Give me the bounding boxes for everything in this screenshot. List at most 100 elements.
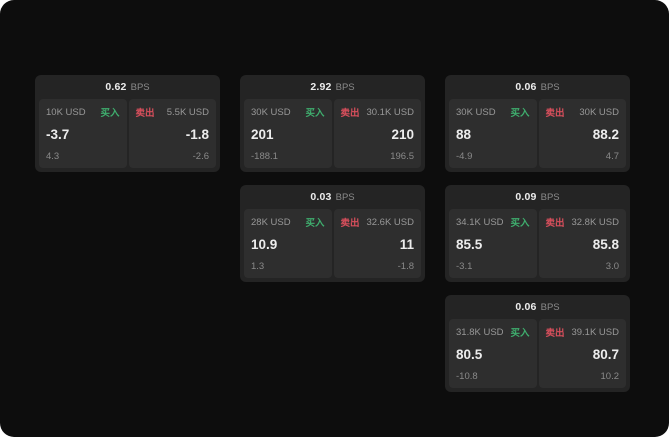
sell-side-label: 卖出 xyxy=(545,218,565,229)
sell-side-label: 卖出 xyxy=(340,108,360,119)
bps-unit-label: BPS xyxy=(335,191,355,203)
sell-panel-top: 卖出 32.6K USD xyxy=(340,215,415,230)
buy-size: 34.1K USD xyxy=(456,216,504,228)
bps-unit-label: BPS xyxy=(540,191,560,203)
sell-size: 39.1K USD xyxy=(571,326,619,338)
buy-delta: 1.3 xyxy=(251,261,265,272)
quote-panels: 10K USD 买入 -3.7 4.3 卖出 5.5K USD -1.8 -2.… xyxy=(35,99,220,172)
spread-value: 0.62 xyxy=(105,81,127,93)
buy-panel[interactable]: 30K USD 买入 201 -188.1 xyxy=(244,99,332,168)
sell-size: 32.6K USD xyxy=(366,216,414,228)
buy-side-label: 买入 xyxy=(510,328,530,339)
sell-side-label: 卖出 xyxy=(545,328,565,339)
bps-unit-label: BPS xyxy=(130,81,150,93)
sell-panel[interactable]: 卖出 30.1K USD 210 196.5 xyxy=(333,99,421,168)
buy-panel-top: 28K USD 买入 xyxy=(251,215,325,230)
sell-panel-top: 卖出 32.8K USD xyxy=(545,215,620,230)
spread-value: 0.06 xyxy=(515,301,537,313)
bps-unit-label: BPS xyxy=(540,301,560,313)
buy-size: 31.8K USD xyxy=(456,326,504,338)
sell-delta: 4.7 xyxy=(605,151,619,162)
quote-card: 0.09 BPS 34.1K USD 买入 85.5 -3.1 卖出 32.8K… xyxy=(445,185,630,282)
sell-size: 5.5K USD xyxy=(166,106,209,118)
buy-price: 201 xyxy=(251,126,274,142)
sell-price: 88.2 xyxy=(592,126,619,142)
buy-panel-top: 30K USD 买入 xyxy=(456,105,530,120)
buy-delta: -10.8 xyxy=(456,371,478,382)
sell-price: 85.8 xyxy=(592,236,619,252)
spread-header: 0.09 BPS xyxy=(445,185,630,209)
buy-panel[interactable]: 30K USD 买入 88 -4.9 xyxy=(449,99,537,168)
buy-price: 88 xyxy=(456,126,472,142)
buy-side-label: 买入 xyxy=(100,108,120,119)
sell-panel-top: 卖出 5.5K USD xyxy=(135,105,210,120)
buy-price: 80.5 xyxy=(456,346,483,362)
spread-value: 2.92 xyxy=(310,81,332,93)
quotes-grid: 0.62 BPS 10K USD 买入 -3.7 4.3 卖出 5.5K USD… xyxy=(35,75,630,392)
quote-card: 2.92 BPS 30K USD 买入 201 -188.1 卖出 30.1K … xyxy=(240,75,425,172)
sell-panel-top: 卖出 39.1K USD xyxy=(545,325,620,340)
sell-price: 80.7 xyxy=(592,346,619,362)
sell-side-label: 卖出 xyxy=(545,108,565,119)
buy-price: 10.9 xyxy=(251,236,278,252)
buy-price: 85.5 xyxy=(456,236,483,252)
sell-side-label: 卖出 xyxy=(340,218,360,229)
sell-panel-top: 卖出 30.1K USD xyxy=(340,105,415,120)
buy-panel[interactable]: 10K USD 买入 -3.7 4.3 xyxy=(39,99,127,168)
buy-size: 30K USD xyxy=(456,106,496,118)
sell-price: 210 xyxy=(391,126,414,142)
buy-panel[interactable]: 28K USD 买入 10.9 1.3 xyxy=(244,209,332,278)
spread-value: 0.09 xyxy=(515,191,537,203)
buy-panel-top: 34.1K USD 买入 xyxy=(456,215,530,230)
buy-size: 28K USD xyxy=(251,216,291,228)
buy-panel-top: 31.8K USD 买入 xyxy=(456,325,530,340)
spread-header: 0.62 BPS xyxy=(35,75,220,99)
quote-panels: 28K USD 买入 10.9 1.3 卖出 32.6K USD 11 -1.8 xyxy=(240,209,425,282)
sell-delta: -1.8 xyxy=(397,261,414,272)
buy-side-label: 买入 xyxy=(510,108,530,119)
sell-delta: 196.5 xyxy=(390,151,414,162)
sell-panel[interactable]: 卖出 5.5K USD -1.8 -2.6 xyxy=(128,99,216,168)
sell-size: 32.8K USD xyxy=(571,216,619,228)
buy-size: 30K USD xyxy=(251,106,291,118)
sell-panel[interactable]: 卖出 32.8K USD 85.8 3.0 xyxy=(538,209,626,278)
buy-panel[interactable]: 31.8K USD 买入 80.5 -10.8 xyxy=(449,319,537,388)
quote-panels: 34.1K USD 买入 85.5 -3.1 卖出 32.8K USD 85.8… xyxy=(445,209,630,282)
sell-delta: 3.0 xyxy=(605,261,619,272)
buy-delta: -3.1 xyxy=(456,261,473,272)
sell-size: 30.1K USD xyxy=(366,106,414,118)
sell-panel-top: 卖出 30K USD xyxy=(545,105,620,120)
sell-panel[interactable]: 卖出 32.6K USD 11 -1.8 xyxy=(333,209,421,278)
spread-value: 0.03 xyxy=(310,191,332,203)
buy-side-label: 买入 xyxy=(305,108,325,119)
sell-price: 11 xyxy=(399,236,414,252)
sell-delta: 10.2 xyxy=(600,371,620,382)
spread-header: 0.06 BPS xyxy=(445,295,630,319)
sell-price: -1.8 xyxy=(185,126,209,142)
bps-unit-label: BPS xyxy=(540,81,560,93)
spread-header: 0.03 BPS xyxy=(240,185,425,209)
spread-header: 2.92 BPS xyxy=(240,75,425,99)
sell-side-label: 卖出 xyxy=(135,108,155,119)
spread-value: 0.06 xyxy=(515,81,537,93)
quote-card: 0.03 BPS 28K USD 买入 10.9 1.3 卖出 32.6K US… xyxy=(240,185,425,282)
sell-panel[interactable]: 卖出 39.1K USD 80.7 10.2 xyxy=(538,319,626,388)
buy-side-label: 买入 xyxy=(305,218,325,229)
buy-delta: -188.1 xyxy=(251,151,278,162)
bps-unit-label: BPS xyxy=(335,81,355,93)
sell-size: 30K USD xyxy=(579,106,619,118)
sell-delta: -2.6 xyxy=(192,151,209,162)
sell-panel[interactable]: 卖出 30K USD 88.2 4.7 xyxy=(538,99,626,168)
quote-card: 0.62 BPS 10K USD 买入 -3.7 4.3 卖出 5.5K USD… xyxy=(35,75,220,172)
quote-panels: 30K USD 买入 88 -4.9 卖出 30K USD 88.2 4.7 xyxy=(445,99,630,172)
buy-panel[interactable]: 34.1K USD 买入 85.5 -3.1 xyxy=(449,209,537,278)
buy-price: -3.7 xyxy=(46,126,70,142)
quote-panels: 31.8K USD 买入 80.5 -10.8 卖出 39.1K USD 80.… xyxy=(445,319,630,392)
buy-panel-top: 30K USD 买入 xyxy=(251,105,325,120)
quote-panels: 30K USD 买入 201 -188.1 卖出 30.1K USD 210 1… xyxy=(240,99,425,172)
quote-card: 0.06 BPS 31.8K USD 买入 80.5 -10.8 卖出 39.1… xyxy=(445,295,630,392)
buy-panel-top: 10K USD 买入 xyxy=(46,105,120,120)
buy-side-label: 买入 xyxy=(510,218,530,229)
buy-delta: 4.3 xyxy=(46,151,60,162)
